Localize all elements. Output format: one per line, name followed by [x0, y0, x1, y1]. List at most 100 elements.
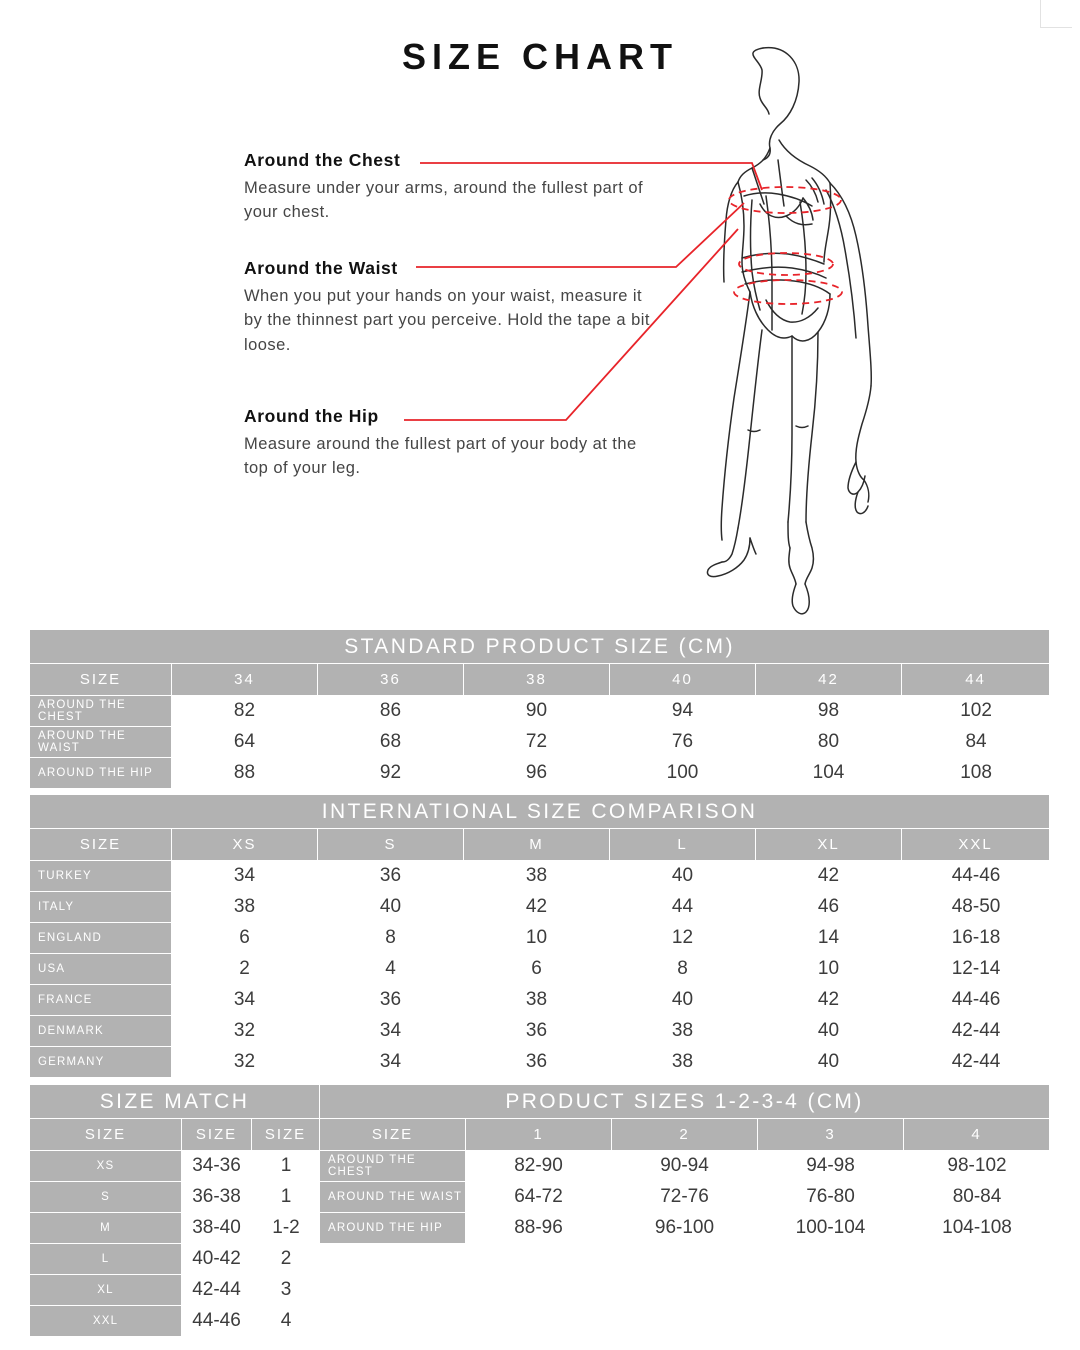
cell-hip-3: 100-104 — [758, 1213, 904, 1244]
row-label-xxl: XXL — [30, 1306, 182, 1337]
table-row: FRANCE 34 36 38 40 42 44-46 — [30, 985, 1051, 1016]
cell-turkey-l: 40 — [610, 861, 756, 892]
row-label-waist: AROUND THE WAIST — [320, 1182, 466, 1213]
table-row: M 38-40 1-2 — [30, 1213, 321, 1244]
cell-waist-3: 76-80 — [758, 1182, 904, 1213]
row-label-france: FRANCE — [30, 985, 172, 1016]
column-header-4: 4 — [904, 1119, 1051, 1151]
cell-italy-xxl: 48-50 — [902, 892, 1051, 923]
instruction-hip: Around the Hip Measure around the fulles… — [244, 406, 664, 481]
cell-usa-xs: 2 — [172, 954, 318, 985]
table-title-row: INTERNATIONAL SIZE COMPARISON — [30, 795, 1051, 829]
row-label-xs: XS — [30, 1151, 182, 1182]
table-standard-title: STANDARD PRODUCT SIZE (CM) — [30, 630, 1051, 664]
row-label-usa: USA — [30, 954, 172, 985]
cell-waist-4: 80-84 — [904, 1182, 1051, 1213]
column-header-xl: XL — [756, 829, 902, 861]
column-header-34: 34 — [172, 664, 318, 696]
cell-hip-34: 88 — [172, 758, 318, 789]
cell-waist-2: 72-76 — [612, 1182, 758, 1213]
cell-waist-40: 76 — [610, 727, 756, 758]
cell-germany-s: 34 — [318, 1047, 464, 1078]
cell-denmark-xxl: 42-44 — [902, 1016, 1051, 1047]
table-title-row: SIZE MATCH — [30, 1085, 321, 1119]
table-row: GERMANY 32 34 36 38 40 42-44 — [30, 1047, 1051, 1078]
row-label-hip: AROUND THE HIP — [320, 1213, 466, 1244]
cell-m-range: 38-40 — [182, 1213, 252, 1244]
column-header-38: 38 — [464, 664, 610, 696]
cell-chest-44: 102 — [902, 696, 1051, 727]
cell-france-xl: 42 — [756, 985, 902, 1016]
row-label-italy: ITALY — [30, 892, 172, 923]
cell-chest-4: 98-102 — [904, 1151, 1051, 1182]
column-header-40: 40 — [610, 664, 756, 696]
cell-xxl-code: 4 — [252, 1306, 321, 1337]
cell-france-s: 36 — [318, 985, 464, 1016]
cell-italy-l: 44 — [610, 892, 756, 923]
cell-england-xs: 6 — [172, 923, 318, 954]
table-header-row: SIZE 1 2 3 4 — [320, 1119, 1051, 1151]
table-row: AROUND THE WAIST 64 68 72 76 80 84 — [30, 727, 1051, 758]
cell-germany-xs: 32 — [172, 1047, 318, 1078]
cell-denmark-l: 38 — [610, 1016, 756, 1047]
instruction-waist-body: When you put your hands on your waist, m… — [244, 287, 650, 354]
cell-chest-1: 82-90 — [466, 1151, 612, 1182]
row-label-england: ENGLAND — [30, 923, 172, 954]
cell-hip-2: 96-100 — [612, 1213, 758, 1244]
cell-turkey-xl: 42 — [756, 861, 902, 892]
cell-denmark-s: 34 — [318, 1016, 464, 1047]
cell-denmark-xs: 32 — [172, 1016, 318, 1047]
table-row: TURKEY 34 36 38 40 42 44-46 — [30, 861, 1051, 892]
cell-waist-34: 64 — [172, 727, 318, 758]
table-product-sizes-title: PRODUCT SIZES 1-2-3-4 (CM) — [320, 1085, 1051, 1119]
cell-chest-2: 90-94 — [612, 1151, 758, 1182]
column-header-size-code: SIZE — [252, 1119, 321, 1151]
table-row: USA 2 4 6 8 10 12-14 — [30, 954, 1051, 985]
table-title-row: PRODUCT SIZES 1-2-3-4 (CM) — [320, 1085, 1051, 1119]
table-header-row: SIZE 34 36 38 40 42 44 — [30, 664, 1051, 696]
cell-l-code: 2 — [252, 1244, 321, 1275]
cell-hip-40: 100 — [610, 758, 756, 789]
instruction-chest-body: Measure under your arms, around the full… — [244, 179, 643, 222]
cell-germany-xxl: 42-44 — [902, 1047, 1051, 1078]
cell-england-xl: 14 — [756, 923, 902, 954]
column-header-44: 44 — [902, 664, 1051, 696]
cell-chest-42: 98 — [756, 696, 902, 727]
column-header-42: 42 — [756, 664, 902, 696]
table-header-row: SIZE XS S M L XL XXL — [30, 829, 1051, 861]
cell-xs-code: 1 — [252, 1151, 321, 1182]
table-header-row: SIZE SIZE SIZE — [30, 1119, 321, 1151]
table-international-size-comparison: INTERNATIONAL SIZE COMPARISON SIZE XS S … — [30, 795, 1051, 1078]
column-header-size-range: SIZE — [182, 1119, 252, 1151]
cell-l-range: 40-42 — [182, 1244, 252, 1275]
column-header-size-name: SIZE — [30, 1119, 182, 1151]
cell-m-code: 1-2 — [252, 1213, 321, 1244]
table-international-title: INTERNATIONAL SIZE COMPARISON — [30, 795, 1051, 829]
cell-hip-1: 88-96 — [466, 1213, 612, 1244]
cell-usa-l: 8 — [610, 954, 756, 985]
row-label-m: M — [30, 1213, 182, 1244]
row-label-turkey: TURKEY — [30, 861, 172, 892]
table-row: AROUND THE CHEST 82 86 90 94 98 102 — [30, 696, 1051, 727]
cell-chest-3: 94-98 — [758, 1151, 904, 1182]
row-label-chest: AROUND THE CHEST — [320, 1151, 466, 1182]
table-row: ENGLAND 6 8 10 12 14 16-18 — [30, 923, 1051, 954]
cell-waist-38: 72 — [464, 727, 610, 758]
row-label-germany: GERMANY — [30, 1047, 172, 1078]
cell-hip-4: 104-108 — [904, 1213, 1051, 1244]
page-title: SIZE CHART — [402, 36, 678, 77]
column-header-s: S — [318, 829, 464, 861]
table-row: L 40-42 2 — [30, 1244, 321, 1275]
mannequin-outline-icon — [706, 46, 872, 615]
table-row: S 36-38 1 — [30, 1182, 321, 1213]
cell-turkey-m: 38 — [464, 861, 610, 892]
cell-xl-code: 3 — [252, 1275, 321, 1306]
cell-hip-44: 108 — [902, 758, 1051, 789]
cell-denmark-m: 36 — [464, 1016, 610, 1047]
table-row: AROUND THE CHEST 82-90 90-94 94-98 98-10… — [320, 1151, 1051, 1182]
table-title-row: STANDARD PRODUCT SIZE (CM) — [30, 630, 1051, 664]
cell-england-l: 12 — [610, 923, 756, 954]
corner-crop-mark — [1040, 0, 1072, 28]
table-size-match: SIZE MATCH SIZE SIZE SIZE XS 34-36 1 S 3… — [30, 1085, 321, 1337]
cell-france-xs: 34 — [172, 985, 318, 1016]
